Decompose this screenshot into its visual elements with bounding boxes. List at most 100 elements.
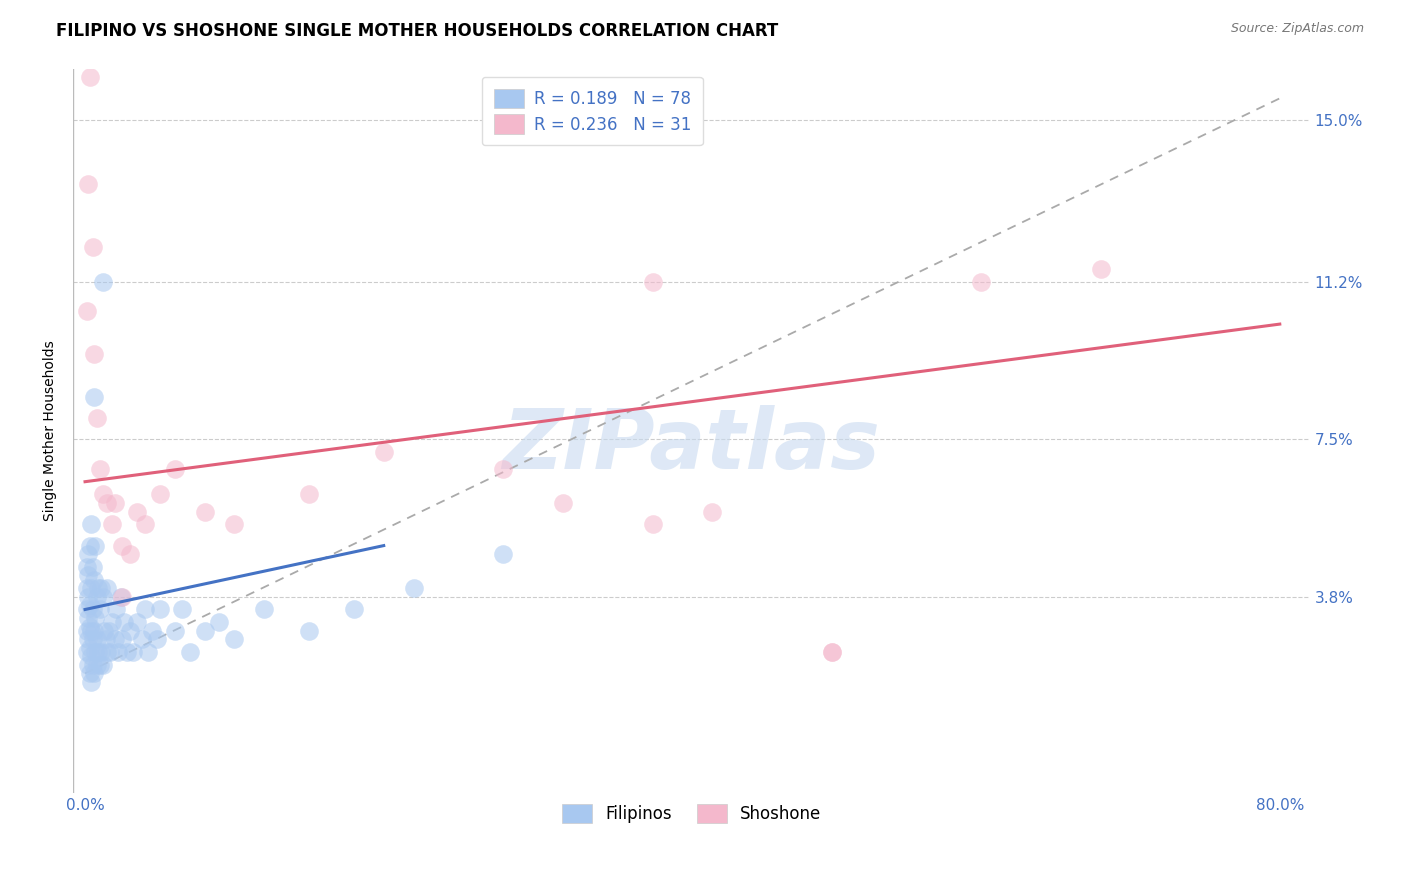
Point (84, 611, 107, 625)
Point (208, 615, 231, 630)
Point (373, 445, 395, 459)
Point (80, 674, 103, 689)
Point (82, 602, 104, 616)
Point (145, 632, 167, 647)
Point (118, 547, 141, 561)
Point (821, 645, 844, 659)
Point (77, 177, 100, 191)
Point (83, 624, 105, 638)
Point (343, 602, 366, 616)
Point (111, 632, 134, 647)
Legend: Filipinos, Shoshone: Filipinos, Shoshone (550, 792, 832, 835)
Point (86, 657, 108, 672)
Point (193, 624, 215, 638)
Point (83, 390, 105, 404)
Point (86, 410, 108, 425)
Point (97, 624, 120, 638)
Point (90, 645, 112, 659)
Point (91, 657, 114, 672)
Point (76, 624, 98, 638)
Point (94, 632, 117, 647)
Point (105, 602, 128, 616)
Point (87, 581, 110, 595)
Point (193, 504, 215, 518)
Point (551, 496, 574, 510)
Point (83, 347, 105, 361)
Point (76, 560, 98, 574)
Point (149, 487, 172, 501)
Point (224, 632, 246, 647)
Point (91, 487, 114, 501)
Point (110, 590, 132, 604)
Point (163, 624, 186, 638)
Point (83, 666, 105, 681)
Point (82, 560, 104, 574)
Point (492, 462, 515, 476)
Point (79, 599, 101, 613)
Point (402, 581, 425, 595)
Point (179, 645, 201, 659)
Point (136, 645, 159, 659)
Text: Source: ZipAtlas.com: Source: ZipAtlas.com (1230, 22, 1364, 36)
Point (84, 645, 107, 659)
Point (1090, 261, 1112, 276)
Point (91, 590, 114, 604)
Point (91, 275, 114, 289)
Point (970, 275, 993, 289)
Point (77, 657, 100, 672)
Point (82, 657, 104, 672)
Point (298, 624, 321, 638)
Point (104, 632, 127, 647)
Point (77, 568, 100, 582)
Point (89, 602, 111, 616)
Point (821, 645, 844, 659)
Point (101, 517, 124, 532)
Text: FILIPINO VS SHOSHONE SINGLE MOTHER HOUSEHOLDS CORRELATION CHART: FILIPINO VS SHOSHONE SINGLE MOTHER HOUSE… (56, 22, 779, 40)
Point (100, 645, 122, 659)
Point (134, 602, 156, 616)
Text: ZIPatlas: ZIPatlas (502, 405, 880, 485)
Point (79, 666, 101, 681)
Point (163, 462, 186, 476)
Point (253, 602, 276, 616)
Point (82, 240, 104, 254)
Point (87, 645, 110, 659)
Point (118, 624, 141, 638)
Point (79, 70, 101, 84)
Point (149, 602, 172, 616)
Point (90, 581, 112, 595)
Y-axis label: Single Mother Households: Single Mother Households (44, 340, 58, 521)
Point (224, 517, 246, 532)
Point (134, 517, 156, 532)
Point (492, 547, 515, 561)
Point (77, 590, 100, 604)
Point (104, 496, 127, 510)
Point (80, 649, 103, 664)
Point (115, 645, 138, 659)
Point (82, 632, 104, 647)
Point (112, 615, 135, 630)
Point (121, 645, 143, 659)
Point (96, 645, 118, 659)
Point (702, 504, 724, 518)
Point (96, 496, 118, 510)
Point (80, 581, 103, 595)
Point (641, 275, 664, 289)
Point (96, 581, 118, 595)
Point (89, 657, 111, 672)
Point (172, 602, 194, 616)
Point (89, 462, 111, 476)
Point (76, 645, 98, 659)
Point (127, 615, 149, 630)
Point (76, 304, 98, 318)
Point (101, 615, 124, 630)
Point (79, 640, 101, 655)
Point (84, 539, 107, 553)
Point (93, 624, 115, 638)
Point (131, 632, 153, 647)
Point (76, 602, 98, 616)
Point (86, 590, 108, 604)
Point (77, 547, 100, 561)
Point (77, 632, 100, 647)
Point (641, 517, 664, 532)
